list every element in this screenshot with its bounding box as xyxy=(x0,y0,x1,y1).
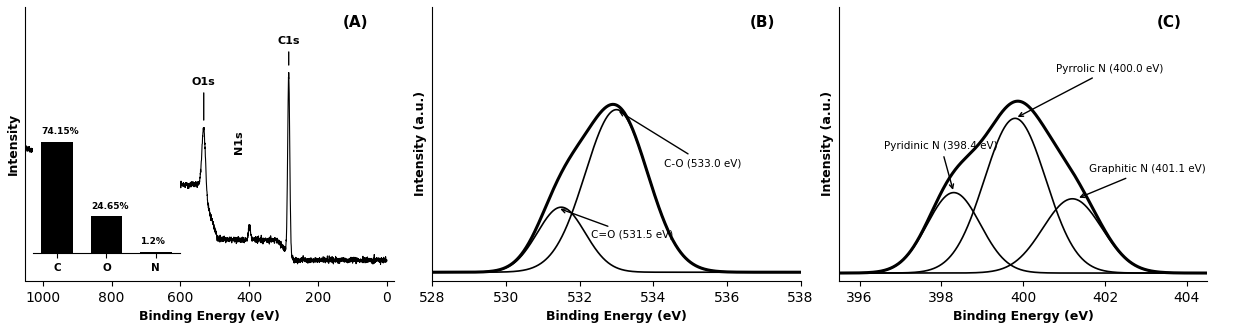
Text: O1s: O1s xyxy=(192,77,216,120)
X-axis label: Binding Energy (eV): Binding Energy (eV) xyxy=(139,310,280,323)
Y-axis label: Intensity (a.u.): Intensity (a.u.) xyxy=(414,91,427,196)
X-axis label: Binding Energy (eV): Binding Energy (eV) xyxy=(546,310,687,323)
Text: (B): (B) xyxy=(749,15,775,30)
Text: Pyridinic N (398.4 eV): Pyridinic N (398.4 eV) xyxy=(884,141,998,188)
Text: (C): (C) xyxy=(1157,15,1182,30)
Y-axis label: Intensity: Intensity xyxy=(7,113,20,175)
Text: (A): (A) xyxy=(342,15,368,30)
Text: N1s: N1s xyxy=(234,130,244,154)
Text: C1s: C1s xyxy=(278,36,300,65)
Text: Pyrrolic N (400.0 eV): Pyrrolic N (400.0 eV) xyxy=(1019,64,1163,116)
Text: C-O (533.0 eV): C-O (533.0 eV) xyxy=(620,112,742,168)
X-axis label: Binding Energy (eV): Binding Energy (eV) xyxy=(952,310,1094,323)
Text: Graphitic N (401.1 eV): Graphitic N (401.1 eV) xyxy=(1080,164,1205,197)
Text: C=O (531.5 eV): C=O (531.5 eV) xyxy=(562,209,673,240)
Y-axis label: Intensity (a.u.): Intensity (a.u.) xyxy=(821,91,833,196)
